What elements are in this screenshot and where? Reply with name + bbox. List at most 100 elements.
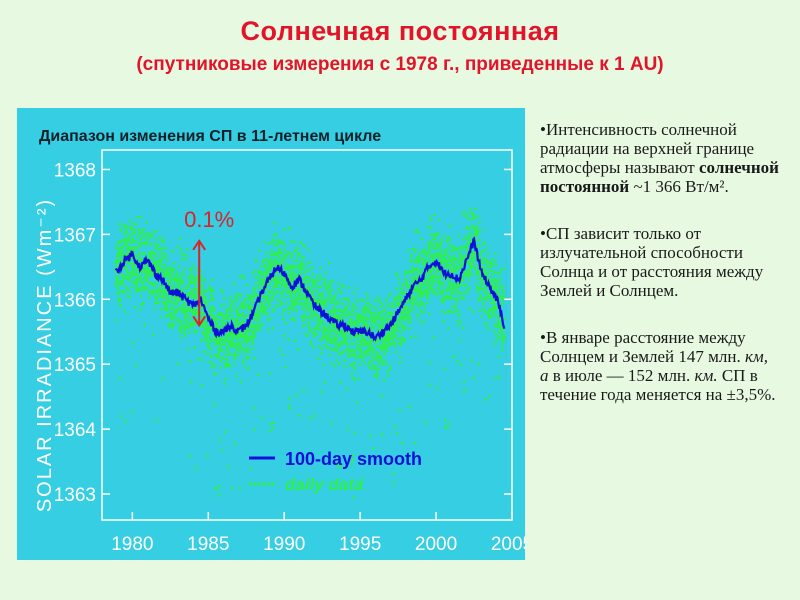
- daily-data-point: [253, 331, 256, 335]
- daily-data-point: [412, 308, 415, 311]
- daily-data-point: [494, 252, 497, 255]
- daily-data-point: [443, 418, 447, 421]
- daily-data-point: [251, 342, 255, 346]
- daily-data-point: [221, 291, 224, 294]
- legend-daily-label: daily data: [285, 475, 363, 494]
- daily-data-point: [427, 246, 430, 249]
- daily-data-point: [244, 298, 247, 301]
- daily-data-point: [139, 215, 142, 219]
- daily-data-point: [355, 335, 358, 338]
- daily-data-point: [265, 252, 269, 255]
- daily-data-point: [408, 270, 411, 273]
- daily-data-point: [226, 348, 230, 351]
- daily-data-point: [407, 248, 411, 252]
- daily-data-point: [416, 278, 419, 282]
- daily-data-point: [492, 302, 496, 305]
- daily-data-point: [328, 284, 332, 287]
- daily-data-point: [320, 291, 324, 295]
- daily-data-point: [361, 339, 364, 342]
- daily-data-point: [119, 260, 123, 263]
- daily-data-point: [317, 327, 320, 331]
- daily-data-point: [275, 282, 278, 285]
- daily-data-point: [158, 259, 161, 263]
- daily-data-point: [193, 281, 196, 285]
- daily-data-point: [295, 247, 299, 250]
- daily-data-point: [189, 281, 193, 285]
- daily-data-point: [245, 327, 248, 330]
- daily-data-point: [356, 313, 359, 316]
- daily-data-point: [348, 349, 352, 352]
- daily-data-point: [469, 208, 472, 211]
- daily-data-point: [241, 319, 245, 322]
- daily-data-point: [455, 258, 458, 261]
- daily-data-point: [379, 344, 382, 347]
- daily-data-point: [394, 299, 397, 302]
- daily-data-point: [497, 292, 500, 295]
- daily-data-point: [218, 346, 222, 350]
- daily-data-point: [277, 251, 280, 254]
- daily-data-point: [316, 324, 319, 327]
- daily-data-point: [141, 236, 145, 239]
- daily-data-point: [465, 227, 469, 230]
- daily-data-point: [132, 241, 135, 244]
- daily-data-point: [132, 250, 135, 253]
- daily-data-point: [500, 304, 503, 307]
- daily-data-point: [271, 297, 275, 300]
- daily-data-point: [189, 274, 192, 277]
- daily-data-point: [172, 286, 175, 290]
- daily-data-point: [297, 348, 300, 351]
- daily-data-point: [184, 293, 188, 296]
- daily-data-point: [274, 272, 277, 275]
- daily-data-point: [301, 293, 304, 296]
- daily-data-point: [159, 307, 163, 311]
- daily-data-point: [211, 278, 214, 282]
- daily-data-point: [339, 331, 343, 334]
- daily-data-point: [115, 261, 119, 264]
- daily-data-point: [323, 381, 326, 384]
- daily-data-point: [460, 263, 463, 266]
- daily-data-point: [270, 261, 274, 264]
- daily-data-point: [265, 267, 269, 270]
- daily-data-point: [225, 336, 228, 340]
- daily-data-point: [304, 298, 308, 302]
- daily-data-point: [179, 328, 182, 332]
- daily-data-point: [274, 253, 277, 257]
- daily-data-point: [219, 349, 222, 352]
- daily-data-point: [422, 257, 426, 261]
- daily-data-point: [255, 326, 258, 329]
- daily-data-point: [365, 306, 368, 310]
- daily-data-point: [476, 286, 479, 289]
- daily-data-point: [243, 348, 247, 352]
- daily-data-point: [489, 294, 492, 297]
- daily-data-point: [288, 289, 292, 293]
- daily-data-point: [140, 232, 144, 235]
- daily-data-point: [348, 312, 351, 315]
- daily-data-point: [415, 228, 419, 231]
- daily-data-point: [323, 278, 326, 281]
- daily-data-point: [485, 324, 488, 328]
- daily-data-point: [356, 332, 359, 335]
- daily-data-point: [416, 257, 419, 260]
- daily-data-point: [416, 295, 420, 298]
- daily-data-point: [489, 265, 493, 268]
- daily-data-point: [455, 267, 459, 270]
- daily-data-point: [360, 478, 364, 481]
- daily-data-point: [398, 303, 401, 306]
- daily-data-point: [374, 366, 378, 369]
- daily-data-point: [425, 252, 429, 255]
- daily-data-point: [194, 466, 198, 469]
- daily-data-point: [182, 297, 186, 301]
- daily-data-point: [367, 365, 371, 369]
- daily-data-point: [199, 289, 202, 293]
- daily-data-point: [156, 301, 159, 305]
- daily-data-point: [365, 308, 368, 311]
- daily-data-point: [465, 292, 468, 295]
- daily-data-point: [333, 310, 336, 313]
- daily-data-point: [465, 283, 468, 286]
- daily-data-point: [203, 291, 206, 294]
- daily-data-point: [131, 222, 134, 225]
- daily-data-point: [181, 320, 184, 323]
- daily-data-point: [315, 279, 318, 282]
- daily-data-point: [126, 294, 129, 297]
- daily-data-point: [452, 246, 455, 250]
